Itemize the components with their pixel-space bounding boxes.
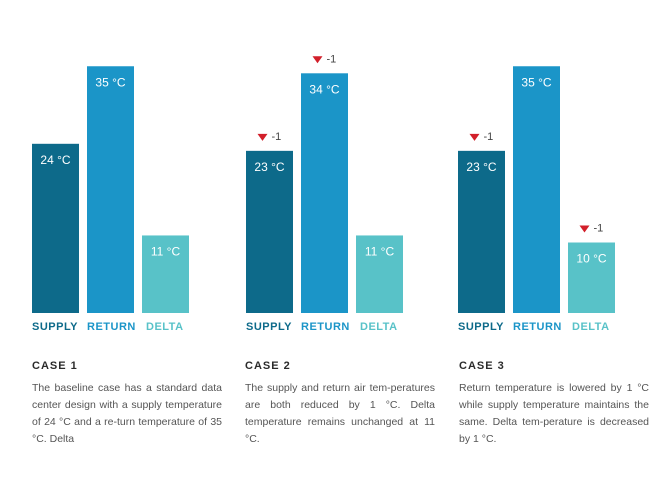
value-label-delta: 11 °C [365, 244, 395, 258]
case-1-description: CASE 1 The baseline case has a standard … [32, 360, 222, 448]
down-arrow-icon [257, 133, 268, 141]
case-2-text: The supply and return air tem-peratures … [245, 382, 435, 445]
category-label-return: RETURN [513, 321, 562, 333]
change-label-supply: -1 [484, 131, 494, 143]
bar-supply [458, 150, 505, 313]
change-label-return: -1 [327, 53, 337, 65]
bar-return [513, 66, 560, 313]
category-label-delta: DELTA [146, 321, 184, 333]
case-2-title: CASE 2 [245, 360, 291, 372]
bar-return [301, 73, 348, 313]
chart-case-1: 24 °C SUPPLY 35 °C RETURN 11 °C DELTA [32, 66, 189, 333]
value-label-delta: 11 °C [151, 244, 181, 258]
down-arrow-icon [579, 225, 590, 233]
value-label-supply: 23 °C [254, 160, 284, 174]
case-3-text: Return temperature is lowered by 1 °C wh… [459, 382, 649, 445]
case-1-text: The baseline case has a standard data ce… [32, 382, 222, 445]
down-arrow-icon [312, 56, 323, 64]
case-3-title: CASE 3 [459, 360, 505, 372]
bar-supply [246, 150, 293, 313]
value-label-supply: 24 °C [40, 153, 70, 167]
category-label-supply: SUPPLY [32, 321, 78, 333]
bar-supply [32, 143, 79, 313]
temperature-charts: 24 °C SUPPLY 35 °C RETURN 11 °C DELTA 23 °C -1 S… [32, 53, 615, 333]
category-label-supply: SUPPLY [458, 321, 504, 333]
change-label-delta: -1 [594, 223, 604, 235]
value-label-delta: 10 °C [576, 252, 606, 266]
chart-case-3: 23 °C -1 SUPPLY 35 °C RETURN 10 °C -1 DELTA [458, 66, 615, 333]
category-label-delta: DELTA [360, 321, 398, 333]
value-label-supply: 23 °C [466, 160, 496, 174]
category-label-return: RETURN [301, 321, 350, 333]
bar-delta [568, 242, 615, 313]
bar-delta [142, 235, 189, 313]
bar-delta [356, 235, 403, 313]
case-3-description: CASE 3 Return temperature is lowered by … [459, 360, 649, 448]
change-label-supply: -1 [272, 131, 282, 143]
bar-return [87, 66, 134, 313]
value-label-return: 35 °C [521, 75, 551, 89]
category-label-delta: DELTA [572, 321, 610, 333]
chart-case-2: 23 °C -1 SUPPLY 34 °C -1 RETURN 11 °C DELTA [246, 53, 403, 333]
category-label-return: RETURN [87, 321, 136, 333]
value-label-return: 34 °C [309, 82, 339, 96]
case-1-title: CASE 1 [32, 360, 78, 372]
case-2-description: CASE 2 The supply and return air tem-per… [245, 360, 435, 448]
value-label-return: 35 °C [95, 75, 125, 89]
down-arrow-icon [469, 133, 480, 141]
category-label-supply: SUPPLY [246, 321, 292, 333]
